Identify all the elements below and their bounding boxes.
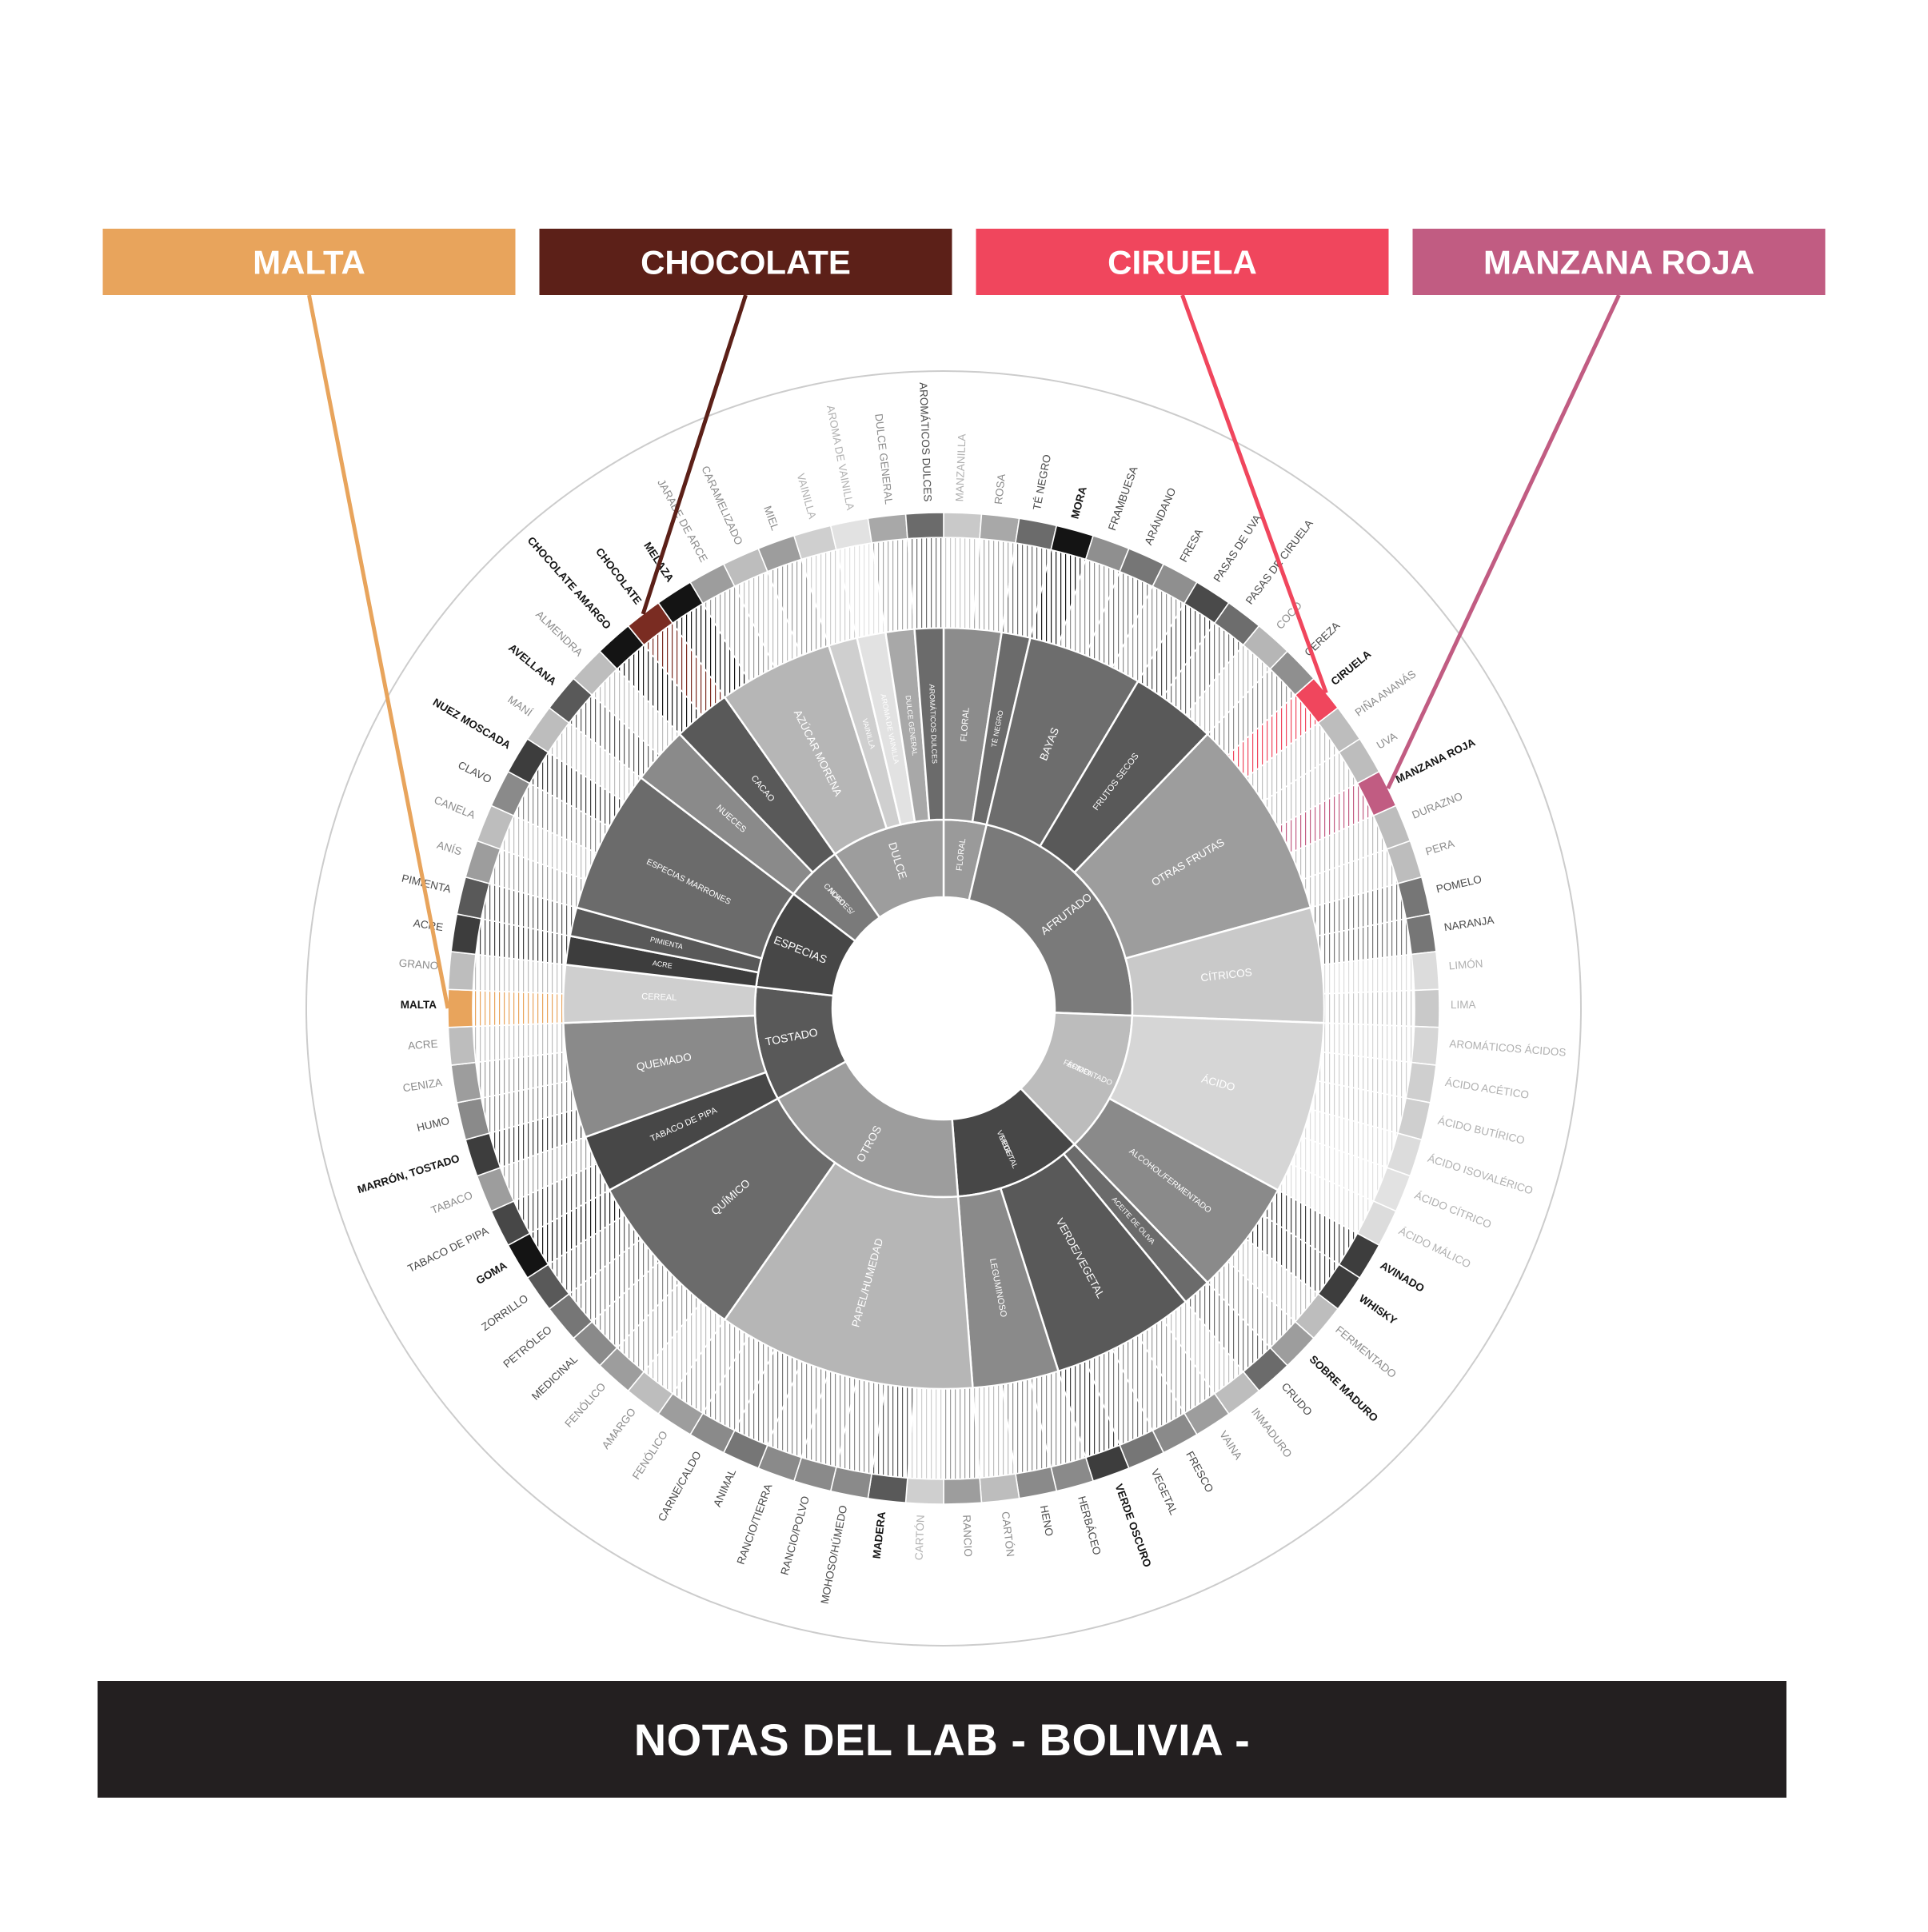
- svg-text:CIRUELA: CIRUELA: [1108, 244, 1257, 281]
- svg-text:ACRE: ACRE: [408, 1038, 439, 1052]
- svg-text:RANCIO: RANCIO: [960, 1515, 974, 1557]
- svg-text:CEREAL: CEREAL: [641, 992, 677, 1003]
- svg-text:MALTA: MALTA: [401, 999, 437, 1011]
- svg-text:MALTA: MALTA: [253, 244, 365, 281]
- svg-text:CARTÓN: CARTÓN: [913, 1515, 927, 1560]
- svg-text:LIMA: LIMA: [1451, 999, 1476, 1011]
- svg-text:MANZANA ROJA: MANZANA ROJA: [1483, 244, 1754, 281]
- svg-text:CHOCOLATE: CHOCOLATE: [641, 244, 851, 281]
